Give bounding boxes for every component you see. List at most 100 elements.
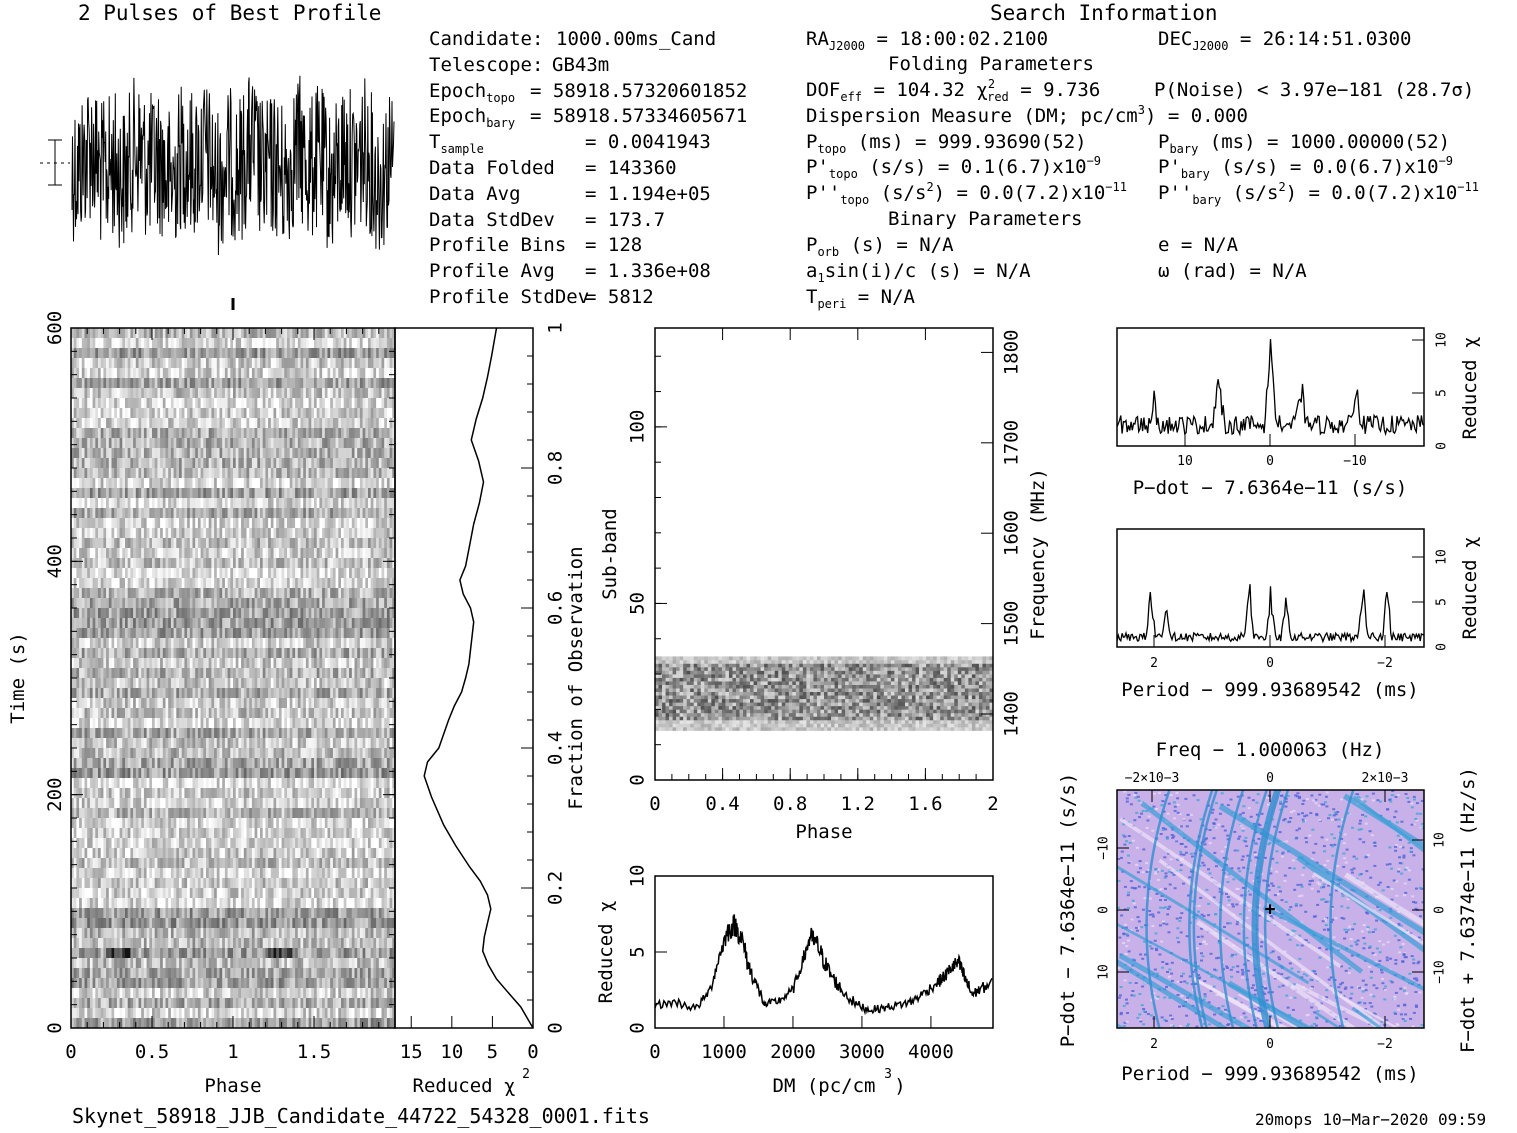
- porb-field: Porb (s) = N/A: [806, 234, 954, 259]
- axis-text: 0.5: [135, 1041, 169, 1063]
- filename: Skynet_58918_JJB_Candidate_44722_54328_0…: [72, 1104, 650, 1128]
- axis-text: 1: [227, 1041, 238, 1063]
- dof-field: DOFeff = 104.32 χ2red = 9.736: [806, 77, 1101, 104]
- axis-text: 0: [1266, 656, 1274, 671]
- dm-chi2-line: [654, 914, 993, 1016]
- axis-text: 1800: [1001, 330, 1023, 376]
- axis-text: DM (pc/cm: [773, 1075, 876, 1097]
- axis-text: 1.6: [908, 793, 942, 815]
- info-value: = 5812: [585, 286, 654, 308]
- axis-text: 0: [1097, 906, 1112, 914]
- axis-text: −10: [1343, 454, 1366, 469]
- axis-text: 0: [1266, 771, 1274, 786]
- axis-text: 10: [1433, 832, 1448, 848]
- info-label: Data Folded: [429, 157, 555, 179]
- a1-field: a1sin(i)/c (s) = N/A: [806, 260, 1031, 285]
- info-label: Candidate:: [429, 28, 544, 50]
- axis-text: 0.8: [773, 793, 807, 815]
- dec-field: DECJ2000 = 26:14:51.0300: [1158, 28, 1412, 53]
- axis-text: Reduced χ: [595, 901, 617, 1004]
- info-label: Profile Avg: [429, 260, 555, 283]
- axis-text: 0: [65, 1041, 76, 1063]
- dm-field: Dispersion Measure (DM; pc/cm3) = 0.000: [806, 103, 1248, 127]
- binary-title: Binary Parameters: [888, 208, 1083, 230]
- axis-text: 5: [1435, 389, 1450, 397]
- info-value: 1000.00ms_Cand: [556, 28, 717, 50]
- omega-field: ω (rad) = N/A: [1158, 260, 1307, 282]
- tperi-field: Tperi = N/A: [806, 286, 915, 311]
- axis-text: 0: [1433, 906, 1448, 914]
- info-label: Profile Bins: [429, 234, 567, 257]
- axis-text: 1.5: [297, 1041, 331, 1063]
- axis-text: 10: [1435, 332, 1450, 348]
- time-chi2-line: [423, 327, 534, 1029]
- axis-text: Sub-band: [599, 508, 621, 600]
- axis-text: 5: [627, 946, 649, 957]
- axis-text: 2000: [770, 1041, 816, 1063]
- info-value: GB43m: [552, 53, 610, 76]
- info-label: Tsample: [429, 131, 484, 157]
- pdbary-field: P'bary (s/s) = 0.0(6.7)x10−9: [1158, 154, 1454, 181]
- axis-text: 0: [627, 1022, 649, 1033]
- ra-field: RAJ2000 = 18:00:02.2100: [806, 28, 1049, 53]
- info-label: Epochbary: [429, 105, 516, 131]
- axis-text: 1500: [1001, 601, 1023, 647]
- pddbary-field: P''bary (s/s2) = 0.0(7.2)x10−11: [1158, 180, 1479, 207]
- axis-text: 5: [1435, 598, 1450, 606]
- timestamp: 20mops 10−Mar−2020 09:59: [1255, 1110, 1487, 1129]
- axis-text: 4000: [908, 1041, 954, 1063]
- axis-text: F−dot + 7.6374e−11 (Hz/s): [1457, 767, 1479, 1053]
- axis-text: 0.4: [545, 731, 567, 765]
- dm-chi2-panel: [654, 875, 994, 1029]
- axis-text: 400: [44, 544, 66, 578]
- axis-text: 2: [1150, 1037, 1158, 1052]
- axis-text: 1700: [1001, 420, 1023, 466]
- axis-text: Reduced χ: [1459, 537, 1481, 640]
- axis-text: 1000: [701, 1041, 747, 1063]
- info-value: = 58918.57320601852: [530, 79, 748, 102]
- search-title: Search Information: [990, 1, 1218, 25]
- info-label: Telescope:: [429, 53, 544, 76]
- axis-text: Reduced χ: [413, 1075, 516, 1097]
- axis-text: 10: [1177, 454, 1193, 469]
- axis-text: 0: [44, 1022, 66, 1033]
- axis-text: 0: [1435, 442, 1450, 450]
- axis-text: Period − 999.93689542 (ms): [1121, 679, 1418, 701]
- info-value: = 1.336e+08: [585, 260, 711, 283]
- best-fit-marker: +: [1265, 899, 1276, 920]
- info-label: Data StdDev: [429, 208, 555, 231]
- pbary-field: Pbary (ms) = 1000.00000(52): [1158, 131, 1451, 156]
- info-value: = 128: [585, 234, 643, 257]
- axis-text: 1600: [1001, 510, 1023, 556]
- profile-panel: [40, 75, 395, 310]
- info-label: Epochtopo: [429, 79, 516, 105]
- axis-text: Frequency (MHz): [1027, 468, 1049, 640]
- axis-text: 50: [627, 592, 649, 615]
- pdot-chi2-panel: [1116, 327, 1425, 447]
- pddtopo-field: P''topo (s/s2) = 0.0(7.2)x10−11: [806, 180, 1127, 207]
- info-value: = 1.194e+05: [585, 182, 711, 205]
- axis-text: 0: [1266, 1037, 1274, 1052]
- time-chi2-panel: [394, 327, 534, 1029]
- profile-trace: [71, 75, 395, 256]
- axis-text: 15: [400, 1041, 423, 1063]
- axis-text: 1: [545, 322, 567, 333]
- axis-text: P−dot − 7.6364e−11 (s/s): [1057, 773, 1079, 1048]
- axis-text: 0: [649, 1041, 660, 1063]
- axis-text: Period − 999.93689542 (ms): [1121, 1063, 1418, 1085]
- profile-title: 2 Pulses of Best Profile: [78, 1, 382, 25]
- axis-text: 0: [527, 1041, 538, 1063]
- axis-text: 0: [627, 774, 649, 785]
- period-chi2-panel: [1116, 528, 1425, 648]
- axis-text: 10: [1435, 549, 1450, 565]
- period-chi2-line: [1116, 584, 1425, 644]
- info-label: Data Avg: [429, 182, 521, 205]
- pdot-chi2-line: [1116, 339, 1425, 437]
- axis-text: −2×10−3: [1125, 771, 1180, 786]
- info-value: = 173.7: [585, 208, 666, 231]
- axis-text: 600: [44, 311, 66, 345]
- axis-text: Reduced χ: [1459, 337, 1481, 440]
- time-phase-heatmap: [70, 327, 396, 1029]
- axis-text: 0: [649, 793, 660, 815]
- ptopo-field: Ptopo (ms) = 999.93690(52): [806, 131, 1087, 156]
